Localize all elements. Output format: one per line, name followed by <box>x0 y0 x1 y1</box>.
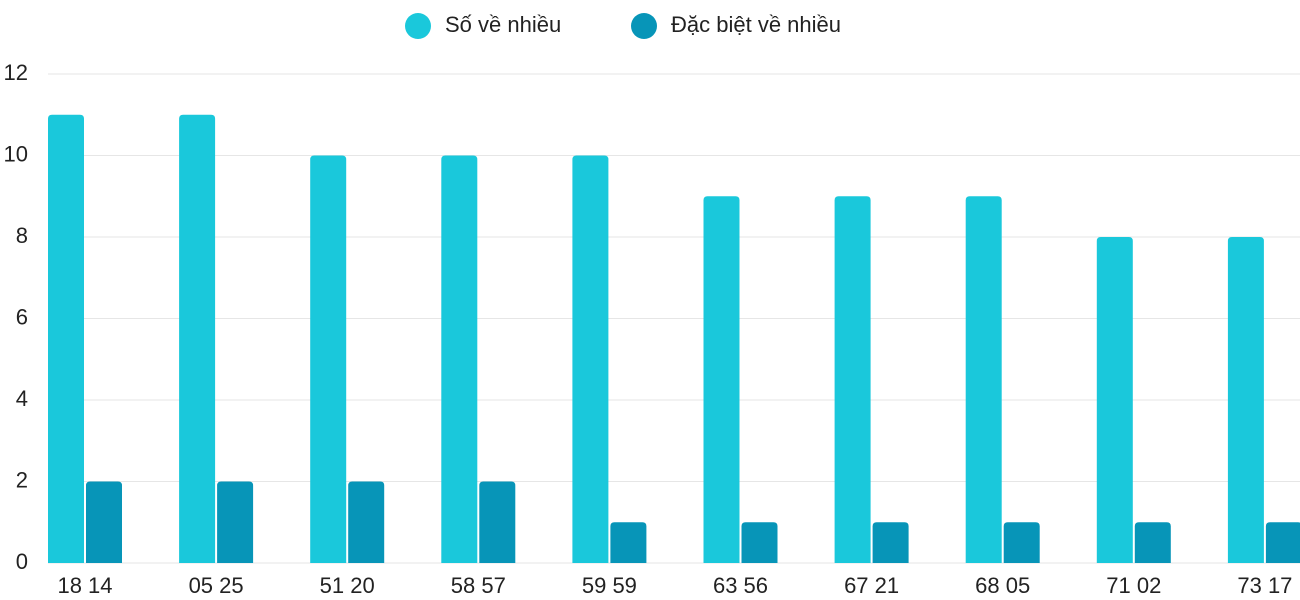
y-tick-label: 2 <box>16 467 28 492</box>
x-tick-label: 58 57 <box>451 573 506 598</box>
y-tick-label: 6 <box>16 304 28 329</box>
bar <box>441 155 478 563</box>
bar <box>1134 522 1171 563</box>
bar <box>610 522 647 563</box>
y-tick-label: 4 <box>16 386 28 411</box>
legend-label: Đặc biệt về nhiều <box>671 12 841 37</box>
bar <box>1265 522 1300 563</box>
bar <box>1096 237 1133 563</box>
bar <box>872 522 909 563</box>
x-tick-label: 51 20 <box>320 573 375 598</box>
y-tick-label: 8 <box>16 223 28 248</box>
bar <box>834 196 871 563</box>
bar <box>572 155 609 563</box>
x-tick-label: 18 14 <box>57 573 112 598</box>
y-tick-label: 0 <box>16 549 28 574</box>
y-tick-label: 10 <box>4 141 28 166</box>
bar <box>48 114 84 563</box>
x-tick-label: 71 02 <box>1106 573 1161 598</box>
x-tick-label: 59 59 <box>582 573 637 598</box>
bar <box>179 114 216 563</box>
x-tick-label: 68 05 <box>975 573 1030 598</box>
bar <box>703 196 740 563</box>
x-tick-label: 63 56 <box>713 573 768 598</box>
x-tick-label: 73 17 <box>1237 573 1292 598</box>
x-tick-label: 67 21 <box>844 573 899 598</box>
bar <box>1003 522 1040 563</box>
bar <box>479 481 516 563</box>
y-tick-label: 12 <box>4 60 28 85</box>
legend-label: Số về nhiều <box>445 12 561 37</box>
bar <box>1227 237 1264 563</box>
bar <box>310 155 347 563</box>
bar <box>741 522 778 563</box>
bar <box>217 481 254 563</box>
bar <box>965 196 1002 563</box>
bar <box>348 481 385 563</box>
bar <box>86 481 122 563</box>
x-tick-label: 05 25 <box>189 573 244 598</box>
legend-swatch <box>405 13 431 39</box>
legend-swatch <box>631 13 657 39</box>
